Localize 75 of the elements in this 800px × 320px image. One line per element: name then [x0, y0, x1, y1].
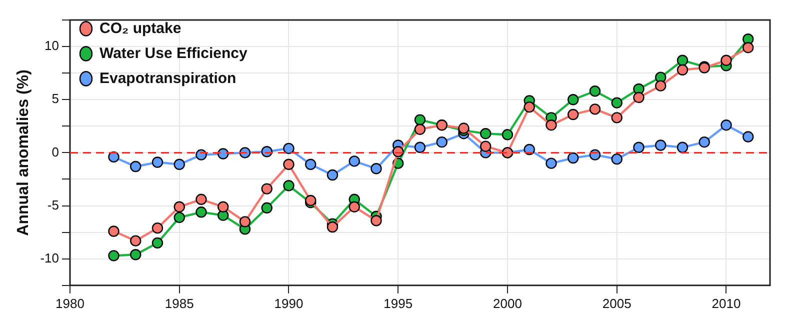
- point: [414, 114, 426, 126]
- point: [589, 86, 601, 97]
- x-tick-label: 1990: [274, 296, 304, 311]
- point: [305, 158, 316, 170]
- point: [174, 158, 185, 170]
- y-tick-label: -5: [47, 197, 59, 212]
- point: [239, 216, 251, 228]
- point: [655, 80, 666, 92]
- point: [130, 249, 142, 260]
- point: [370, 163, 382, 174]
- point: [174, 201, 185, 212]
- point: [414, 142, 426, 153]
- point: [698, 136, 710, 148]
- point: [611, 97, 622, 108]
- point: [326, 169, 338, 181]
- point: [568, 108, 579, 120]
- point: [218, 148, 229, 160]
- point: [130, 160, 142, 172]
- legend-label: Water Use Efficiency: [99, 44, 248, 62]
- point: [480, 140, 492, 152]
- point: [283, 158, 294, 170]
- y-tick-label: 0: [52, 144, 59, 160]
- point: [348, 201, 360, 212]
- point: [480, 128, 492, 140]
- point: [218, 201, 229, 212]
- point: [436, 136, 448, 148]
- point: [130, 235, 142, 246]
- point: [546, 120, 557, 131]
- point: [720, 120, 732, 131]
- point: [283, 142, 294, 154]
- point: [261, 183, 272, 194]
- point: [611, 153, 622, 165]
- point: [370, 215, 382, 226]
- y-axis-title: Annual anomalies (%): [15, 70, 32, 236]
- point: [633, 142, 644, 153]
- point: [152, 222, 164, 234]
- point: [196, 206, 207, 218]
- point: [589, 104, 601, 115]
- point: [742, 131, 754, 142]
- point: [414, 124, 426, 135]
- point: [152, 156, 164, 168]
- point: [174, 212, 185, 224]
- point: [108, 250, 120, 262]
- point: [676, 64, 688, 76]
- point: [611, 112, 622, 124]
- point: [655, 140, 666, 151]
- x-tick-label: 1985: [164, 296, 194, 311]
- point: [720, 54, 732, 66]
- y-tick-label: 10: [44, 38, 59, 54]
- point: [633, 92, 644, 104]
- y-tick-label: -10: [40, 250, 59, 266]
- point: [108, 151, 120, 163]
- point: [742, 42, 754, 54]
- point: [546, 158, 557, 169]
- point: [676, 142, 688, 153]
- legend-label: Evapotranspiration: [99, 70, 236, 87]
- point: [502, 129, 514, 140]
- point: [524, 101, 535, 113]
- point: [261, 202, 272, 214]
- point: [196, 194, 207, 206]
- point: [676, 54, 688, 66]
- point: [283, 180, 294, 192]
- point: [152, 237, 164, 249]
- legend-label: CO₂ uptake: [99, 20, 182, 37]
- point: [568, 94, 579, 106]
- x-tick-label: 1980: [56, 296, 84, 311]
- x-tick-label: 2005: [602, 296, 632, 311]
- point: [348, 156, 360, 167]
- x-tick-label: 2000: [493, 296, 522, 311]
- point: [568, 152, 579, 164]
- y-tick-label: 5: [52, 91, 59, 106]
- point: [326, 221, 338, 233]
- x-tick-label: 2010: [712, 296, 741, 311]
- point: [108, 226, 120, 237]
- x-tick-label: 1995: [384, 296, 413, 311]
